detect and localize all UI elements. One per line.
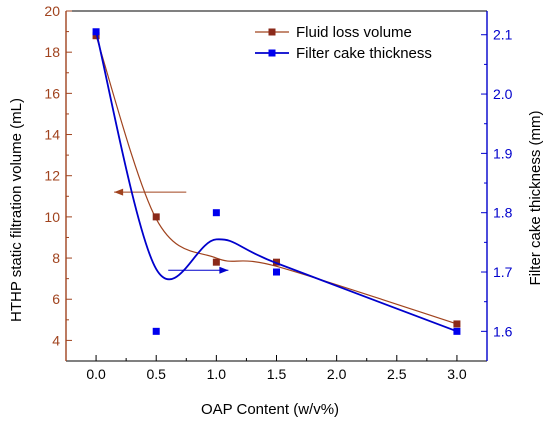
right-tick-label: 1.7 xyxy=(493,264,513,280)
fluid-loss-axis-arrow-head xyxy=(114,188,124,196)
filter-cake-point xyxy=(92,28,100,36)
x-tick-label: 2.0 xyxy=(327,366,347,382)
left-tick-label: 4 xyxy=(52,332,60,348)
right-tick-label: 2.0 xyxy=(493,86,513,102)
right-tick-label: 2.1 xyxy=(493,27,513,43)
right-y-axis-title: Filter cake thickness (mm) xyxy=(527,110,544,285)
fluid-loss-point xyxy=(212,258,220,266)
filter-cake-point xyxy=(273,268,280,276)
x-tick-label: 0.5 xyxy=(146,366,166,382)
left-tick-label: 8 xyxy=(52,250,60,266)
left-y-axis: 4 6 8 10 12 14 16 18 20 xyxy=(44,3,72,348)
left-tick-label: 18 xyxy=(44,44,60,60)
series-layer xyxy=(92,28,461,335)
right-tick-label: 1.8 xyxy=(493,205,513,221)
filter-cake-point xyxy=(152,327,160,335)
left-y-axis-title: HTHP static filtration volume (mL) xyxy=(8,98,25,322)
filter-cake-point xyxy=(453,327,461,335)
fluid-loss-point xyxy=(152,213,160,221)
x-tick-label: 2.5 xyxy=(387,366,407,382)
filter-cake-curve xyxy=(95,31,458,333)
right-y-axis: 1.6 1.7 1.8 1.9 2.0 2.1 xyxy=(481,27,513,339)
left-tick-label: 14 xyxy=(44,127,60,143)
fluid-loss-legend-marker xyxy=(268,28,276,36)
fluid-loss-legend-label: Fluid loss volume xyxy=(296,24,412,41)
x-tick-label: 3.0 xyxy=(447,366,467,382)
left-tick-label: 20 xyxy=(44,3,60,19)
left-tick-label: 6 xyxy=(52,291,60,307)
x-axis: 0.0 0.5 1.0 1.5 2.0 2.5 3.0 xyxy=(86,355,467,382)
right-tick-label: 1.6 xyxy=(493,323,513,339)
filter-cake-legend-label: Filter cake thickness xyxy=(296,45,432,62)
fluid-loss-point xyxy=(92,32,100,40)
x-axis-title: OAP Content (w/v%) xyxy=(201,401,339,418)
left-tick-label: 10 xyxy=(44,209,60,225)
left-tick-label: 16 xyxy=(44,85,60,101)
fluid-loss-point xyxy=(453,320,461,328)
plot-frame xyxy=(65,10,488,362)
filter-cake-point xyxy=(212,209,220,217)
x-tick-label: 1.5 xyxy=(267,366,287,382)
filter-cake-legend-marker xyxy=(268,49,276,57)
filter-cake-axis-arrow-head xyxy=(219,266,229,274)
left-tick-label: 12 xyxy=(44,168,60,184)
right-tick-label: 1.9 xyxy=(493,145,513,161)
x-tick-label: 0.0 xyxy=(86,366,106,382)
legend: Fluid loss volume Filter cake thickness xyxy=(255,24,432,62)
x-tick-label: 1.0 xyxy=(207,366,227,382)
fluid-loss-curve xyxy=(95,35,458,325)
